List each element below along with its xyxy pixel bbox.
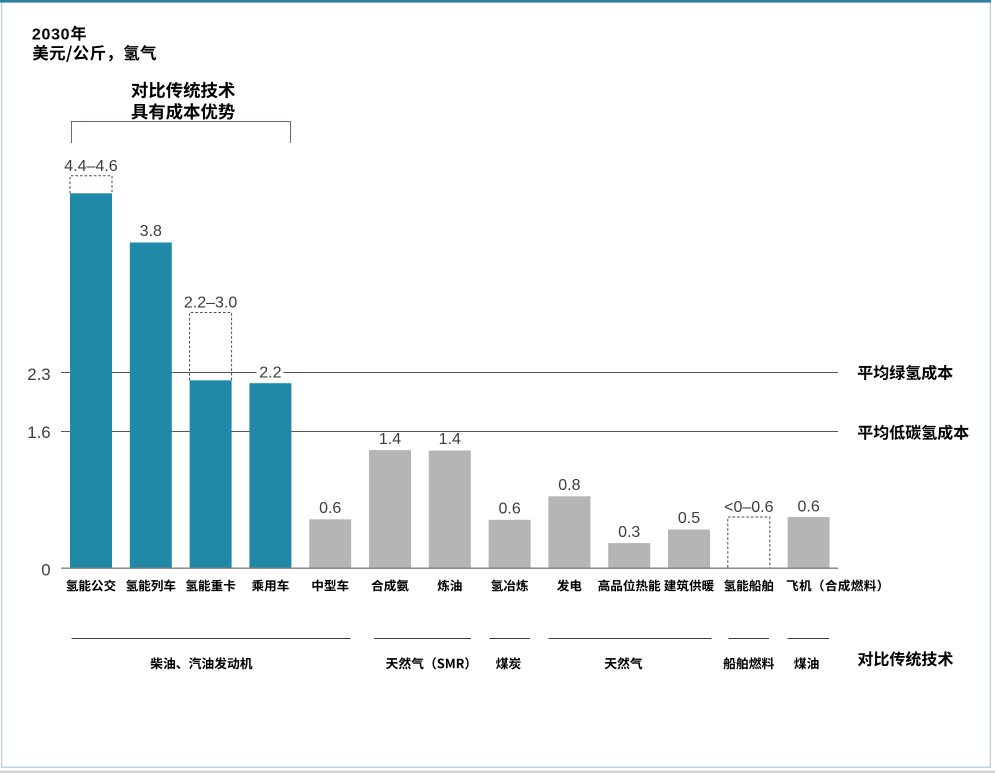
svg-text:1.4: 1.4: [379, 431, 401, 448]
svg-text:0.5: 0.5: [678, 510, 700, 527]
svg-text:0.6: 0.6: [498, 501, 520, 518]
svg-text:4.4–4.6: 4.4–4.6: [64, 158, 117, 175]
svg-text:2.2: 2.2: [259, 364, 281, 381]
svg-text:0.6: 0.6: [797, 499, 819, 516]
svg-text:0.6: 0.6: [319, 500, 341, 517]
svg-text:3.8: 3.8: [140, 223, 162, 240]
svg-text:<0–0.6: <0–0.6: [724, 499, 773, 516]
svg-text:1.4: 1.4: [439, 431, 461, 448]
svg-text:1.6: 1.6: [27, 423, 50, 442]
svg-text:2.3: 2.3: [27, 365, 50, 384]
svg-text:2030: 2030: [32, 26, 70, 43]
svg-text:0.8: 0.8: [558, 477, 580, 494]
svg-text:0: 0: [41, 561, 50, 580]
svg-text:2.2–3.0: 2.2–3.0: [184, 294, 237, 311]
svg-text:0.3: 0.3: [618, 524, 640, 541]
